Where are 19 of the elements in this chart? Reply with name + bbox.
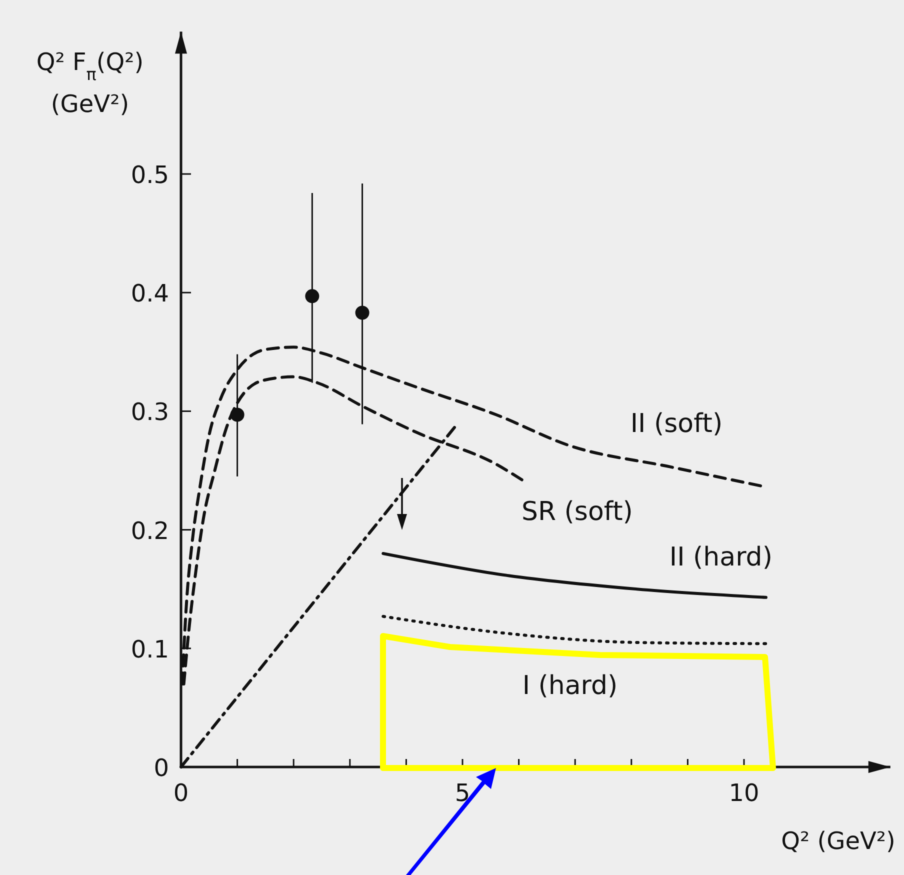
y-tick-label: 0.4 — [130, 280, 169, 308]
series-label: SR (soft) — [521, 496, 633, 527]
y-axis-title: Q² F$_{π}$(Q²) (GeV²) — [36, 48, 144, 118]
x-tick-label: 10 — [728, 779, 760, 807]
x-tick-label: 5 — [454, 779, 470, 807]
y-tick-label: 0.5 — [130, 161, 169, 189]
x-tick-label: 0 — [173, 779, 189, 807]
series-label: II (hard) — [669, 542, 772, 572]
y-tick-label: 0.2 — [130, 516, 169, 545]
x-axis-title: Q² (GeV²) — [781, 827, 896, 855]
series-label: II (soft) — [630, 409, 723, 440]
annotation: I (hard) — [522, 671, 618, 701]
line-series — [382, 614, 768, 646]
point — [355, 306, 370, 320]
point — [305, 289, 320, 304]
y-tick-label: 0.1 — [130, 635, 169, 664]
point — [230, 408, 244, 422]
y-tick-label: 0 — [154, 754, 169, 782]
y-tick-label: 0.3 — [130, 398, 169, 426]
